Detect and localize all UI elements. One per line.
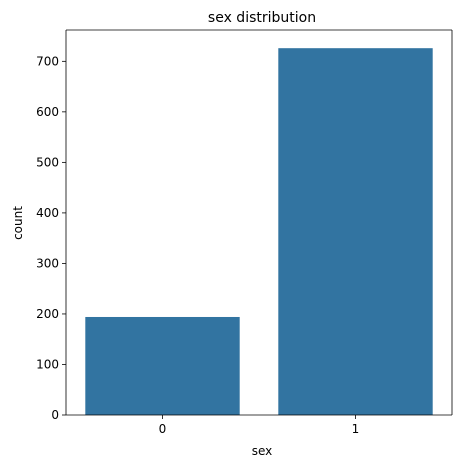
y-tick-label-200: 200 bbox=[36, 307, 59, 321]
y-tick-label-400: 400 bbox=[36, 206, 59, 220]
plot-area: 0 1 0 100 200 300 400 500 600 700 bbox=[36, 29, 453, 436]
bar-0 bbox=[85, 316, 240, 415]
y-tick-label-600: 600 bbox=[36, 105, 59, 119]
y-tick-label-300: 300 bbox=[36, 256, 59, 270]
y-axis-title: count bbox=[11, 206, 25, 240]
y-tick-label-0: 0 bbox=[51, 408, 59, 422]
y-tick-label-500: 500 bbox=[36, 155, 59, 169]
x-tick-label-0: 0 bbox=[159, 422, 167, 436]
y-tick-label-100: 100 bbox=[36, 357, 59, 371]
x-axis-title: sex bbox=[252, 444, 273, 458]
y-tick-label-700: 700 bbox=[36, 54, 59, 68]
bar-1 bbox=[278, 48, 433, 415]
x-tick-label-1: 1 bbox=[352, 422, 360, 436]
chart-title: sex distribution bbox=[208, 10, 316, 26]
